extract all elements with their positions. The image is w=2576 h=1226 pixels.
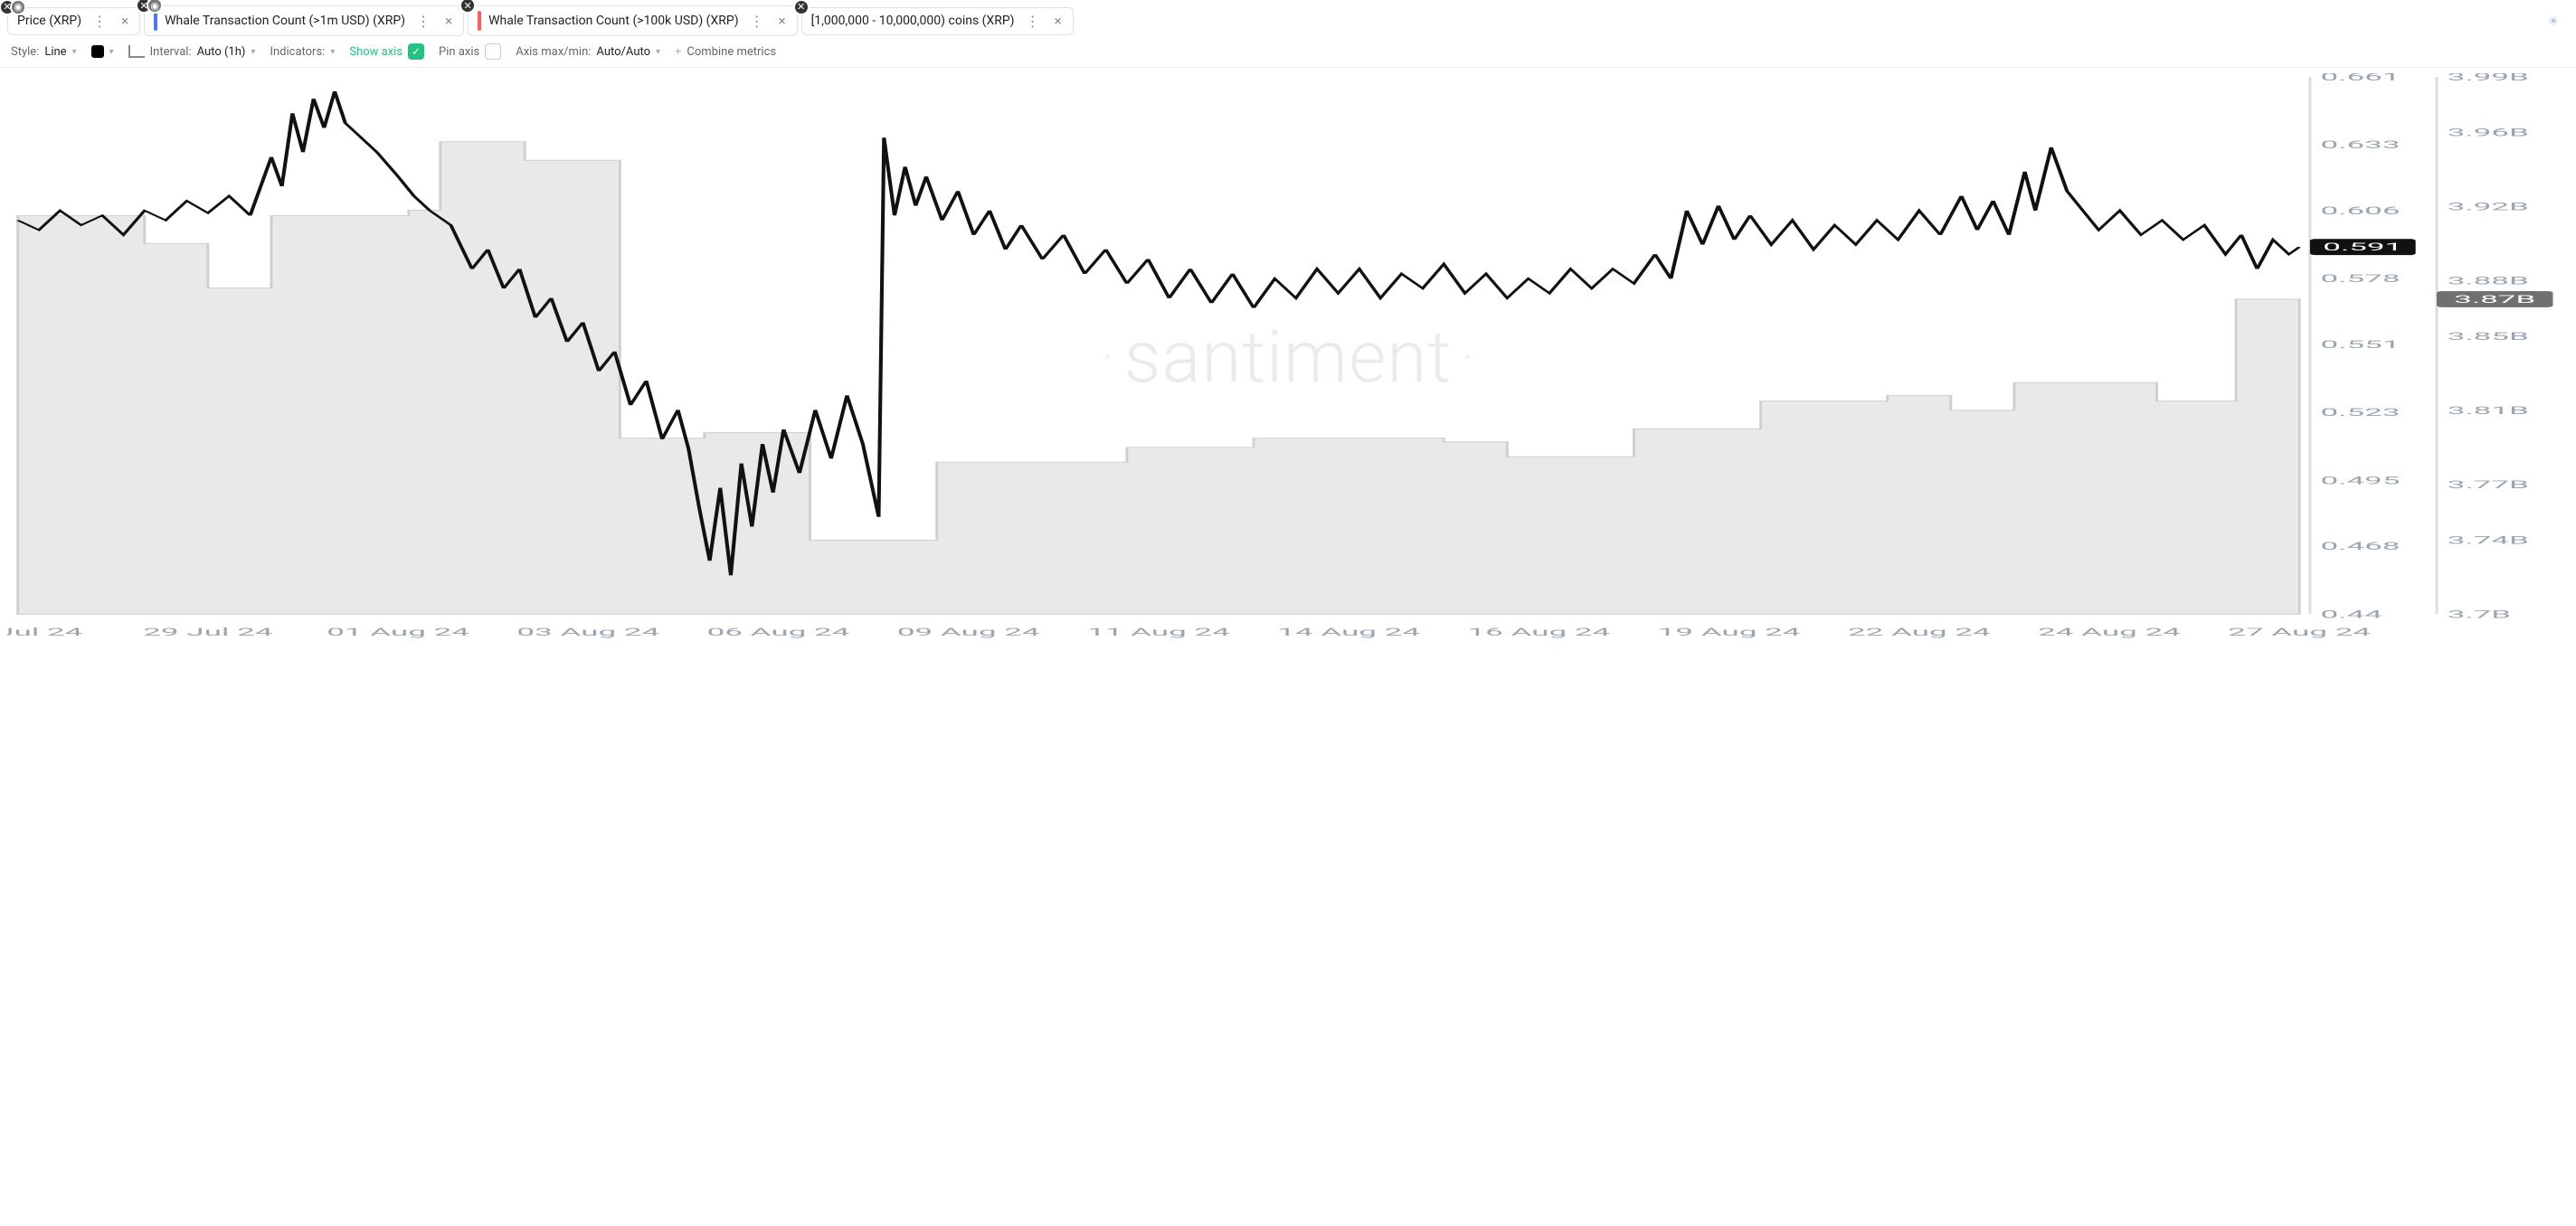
svg-text:26 Jul 24: 26 Jul 24 — [7, 627, 83, 639]
svg-text:3.87B: 3.87B — [2454, 293, 2535, 306]
tab-badge: ✕ — [793, 0, 810, 15]
svg-text:3.96B: 3.96B — [2448, 127, 2529, 139]
svg-text:09 Aug 24: 09 Aug 24 — [897, 627, 1040, 639]
chevron-down-icon: ▾ — [72, 47, 77, 57]
chevron-down-icon: ▾ — [109, 47, 114, 57]
axis-mm-value: Auto/Auto — [596, 45, 650, 59]
tab-price[interactable]: ✕ ◉ Price (XRP) ⋮ × — [7, 7, 140, 35]
svg-text:0.468: 0.468 — [2321, 541, 2401, 553]
chevron-down-icon: ▾ — [330, 47, 335, 57]
style-selector[interactable]: Style: Line ▾ — [11, 45, 77, 59]
plus-icon: + — [675, 45, 681, 59]
svg-text:0.578: 0.578 — [2321, 273, 2401, 286]
svg-text:01 Aug 24: 01 Aug 24 — [327, 627, 469, 639]
tab-menu-icon[interactable]: ⋮ — [746, 13, 768, 30]
close-icon[interactable]: × — [775, 13, 790, 29]
show-axis-toggle[interactable]: Show axis ✓ — [349, 43, 424, 60]
color-selector[interactable]: ▾ — [91, 45, 114, 58]
tab-menu-icon[interactable]: ⋮ — [89, 13, 110, 30]
tab-badge: ✕ ◉ — [136, 0, 163, 14]
svg-text:0.44: 0.44 — [2321, 608, 2383, 621]
svg-text:24 Aug 24: 24 Aug 24 — [2038, 627, 2181, 639]
combine-metrics-button[interactable]: + Combine metrics — [675, 45, 776, 59]
series-color-icon — [154, 11, 157, 31]
svg-text:0.591: 0.591 — [2323, 241, 2402, 254]
close-icon[interactable]: × — [441, 13, 456, 29]
svg-text:3.85B: 3.85B — [2448, 330, 2529, 343]
pin-axis-toggle[interactable]: Pin axis — [439, 43, 501, 60]
tab-whale-1m[interactable]: ✕ ◉ Whale Transaction Count (>1m USD) (X… — [144, 5, 464, 36]
eye-badge-icon[interactable]: ◉ — [10, 0, 26, 15]
chart-canvas[interactable]: 0.661 0.633 0.606 0.578 0.551 0.523 0.495 0.468… — [7, 73, 2569, 646]
svg-text:19 Aug 24: 19 Aug 24 — [1658, 627, 1801, 639]
svg-text:3.77B: 3.77B — [2448, 478, 2529, 491]
indicators-selector[interactable]: Indicators: ▾ — [270, 45, 335, 59]
metric-tabs: ✕ ◉ Price (XRP) ⋮ × ✕ ◉ Whale Transactio… — [0, 0, 2576, 36]
series-color-icon — [478, 11, 481, 31]
svg-text:11 Aug 24: 11 Aug 24 — [1087, 627, 1230, 639]
tab-label: Whale Transaction Count (>1m USD) (XRP) — [165, 14, 405, 28]
svg-text:0.606: 0.606 — [2321, 204, 2401, 217]
svg-text:0.523: 0.523 — [2321, 407, 2401, 420]
svg-text:3.7B: 3.7B — [2448, 608, 2511, 621]
tab-whale-100k[interactable]: ✕ Whale Transaction Count (>100k USD) (X… — [468, 5, 798, 36]
interval-label: Interval: — [150, 45, 192, 59]
svg-text:16 Aug 24: 16 Aug 24 — [1467, 627, 1610, 639]
svg-text:3.88B: 3.88B — [2448, 275, 2529, 288]
chart-toolbar: Style: Line ▾ ▾ Interval: Auto (1h) ▾ In… — [0, 36, 2576, 68]
svg-text:3.99B: 3.99B — [2448, 73, 2529, 83]
show-axis-label: Show axis — [349, 45, 402, 59]
svg-text:03 Aug 24: 03 Aug 24 — [516, 627, 659, 639]
svg-text:29 Jul 24: 29 Jul 24 — [143, 627, 273, 639]
tab-badge: ✕ ◉ — [0, 0, 26, 15]
tab-coins-bracket[interactable]: ✕ [1,000,000 - 10,000,000) coins (XRP) ⋮… — [801, 7, 1074, 35]
tab-label: [1,000,000 - 10,000,000) coins (XRP) — [811, 14, 1015, 28]
svg-text:0.633: 0.633 — [2321, 139, 2401, 152]
tab-menu-icon[interactable]: ⋮ — [412, 13, 434, 30]
svg-text:0.495: 0.495 — [2321, 475, 2401, 487]
svg-text:22 Aug 24: 22 Aug 24 — [1848, 627, 1991, 639]
tab-label: Price (XRP) — [17, 14, 81, 28]
interval-value: Auto (1h) — [197, 45, 246, 59]
checkbox-empty-icon — [485, 43, 501, 60]
svg-text:3.92B: 3.92B — [2448, 201, 2529, 213]
indicators-label: Indicators: — [270, 45, 325, 59]
interval-selector[interactable]: Interval: Auto (1h) ▾ — [128, 45, 256, 59]
tab-badge: ✕ — [459, 0, 476, 14]
axis-maxmin-selector[interactable]: Axis max/min: Auto/Auto ▾ — [516, 45, 660, 59]
tab-menu-icon[interactable]: ⋮ — [1022, 13, 1044, 30]
checkbox-checked-icon: ✓ — [408, 43, 424, 60]
eye-badge-icon[interactable]: ◉ — [147, 0, 163, 14]
combine-label: Combine metrics — [687, 45, 776, 59]
chart-container: ·santiment· 0.6610.6330.6060.5780.5510.5… — [0, 68, 2576, 646]
chevron-down-icon: ▾ — [656, 47, 660, 57]
interval-icon — [128, 45, 145, 58]
close-badge-icon[interactable]: ✕ — [793, 0, 810, 15]
axis-mm-label: Axis max/min: — [516, 45, 591, 59]
status-indicator-icon[interactable] — [2549, 16, 2558, 25]
chevron-down-icon: ▾ — [251, 47, 255, 57]
svg-text:3.81B: 3.81B — [2448, 404, 2529, 417]
close-icon[interactable]: × — [118, 13, 132, 29]
pin-axis-label: Pin axis — [439, 45, 479, 59]
svg-text:0.661: 0.661 — [2321, 73, 2401, 83]
svg-text:3.74B: 3.74B — [2448, 534, 2529, 547]
style-label: Style: — [11, 45, 39, 59]
tab-label: Whale Transaction Count (>100k USD) (XRP… — [488, 14, 739, 28]
svg-text:06 Aug 24: 06 Aug 24 — [707, 627, 850, 639]
close-icon[interactable]: × — [1051, 13, 1065, 29]
close-badge-icon[interactable]: ✕ — [459, 0, 476, 14]
color-swatch-icon — [91, 45, 104, 58]
svg-text:14 Aug 24: 14 Aug 24 — [1277, 627, 1420, 639]
svg-text:27 Aug 24: 27 Aug 24 — [2228, 627, 2371, 639]
svg-text:0.551: 0.551 — [2321, 338, 2401, 351]
style-value: Line — [44, 45, 66, 59]
